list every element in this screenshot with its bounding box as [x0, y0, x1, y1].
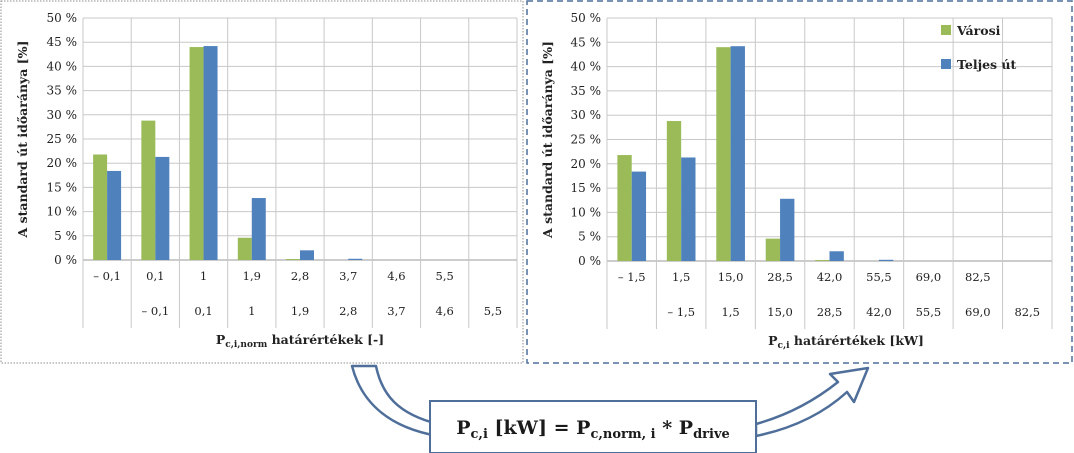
x-axis-title: Pc,i határértékek [kW]	[768, 333, 924, 351]
x-tick-label-bottom: 1,5	[721, 305, 739, 319]
x-tick-label-top: 0,1	[146, 269, 164, 283]
y-tick-label: 50 %	[47, 11, 78, 25]
x-tick-label-top: 2,8	[291, 269, 309, 283]
y-tick-label: 40 %	[571, 60, 602, 74]
formula-text: Pc,i [kW] = Pc,norm, i * Pdrive	[456, 417, 730, 442]
formula-box	[429, 400, 757, 453]
x-axis-title: Pc,i,norm határértékek [-]	[216, 332, 384, 350]
bar-series-2	[107, 170, 122, 260]
x-tick-label-top: 1,5	[672, 270, 690, 284]
x-tick-label-top: 1,9	[243, 269, 261, 283]
x-axis-title-sub: c,i	[777, 341, 790, 351]
x-tick-label-top: 4,6	[387, 269, 405, 283]
bar-series-1	[815, 260, 830, 261]
y-tick-label: 5 %	[578, 230, 601, 244]
x-tick-label-bottom: 2,8	[339, 304, 357, 318]
y-tick-label: 20 %	[571, 157, 602, 171]
y-tick-label: 5 %	[54, 229, 77, 243]
x-tick-label-top: 42,0	[817, 270, 843, 284]
y-tick-label: 0 %	[54, 253, 77, 267]
x-tick-label-bottom: 69,0	[965, 305, 991, 319]
y-tick-label: 30 %	[47, 108, 78, 122]
x-axis-title-rest: határértékek [-]	[267, 332, 384, 347]
bar-series-2	[730, 46, 745, 261]
x-tick-label-top: – 1,5	[618, 270, 646, 284]
x-tick-label-top: 69,0	[916, 270, 942, 284]
y-tick-label: 25 %	[571, 133, 602, 147]
bar-series-2	[829, 251, 844, 261]
x-tick-label-top: 15,0	[718, 270, 744, 284]
x-axis-title-sub: c,i,norm	[225, 340, 267, 350]
x-tick-label-bottom: 5,5	[484, 304, 502, 318]
y-tick-label: 10 %	[571, 205, 602, 219]
y-tick-label: 35 %	[571, 84, 602, 98]
bar-series-2	[348, 258, 363, 260]
y-tick-label: 50 %	[571, 11, 602, 25]
x-tick-label-bottom: 0,1	[194, 304, 212, 318]
y-tick-label: 15 %	[571, 181, 602, 195]
x-tick-label-bottom: 55,5	[916, 305, 942, 319]
bar-series-1	[189, 47, 204, 260]
x-tick-label-top: 82,5	[965, 270, 991, 284]
y-axis-title: A standard út időaránya [%]	[15, 41, 30, 239]
y-tick-label: 45 %	[571, 35, 602, 49]
x-tick-label-bottom: 1	[248, 304, 255, 318]
x-axis-title-rest: határértékek [kW]	[790, 333, 924, 348]
bar-series-2	[300, 250, 314, 260]
y-tick-label: 40 %	[47, 59, 78, 73]
y-tick-label: 15 %	[47, 180, 78, 194]
y-tick-label: 30 %	[571, 108, 602, 122]
curved-arrow-left	[350, 364, 440, 438]
bar-series-2	[631, 171, 647, 261]
x-tick-label-top: 3,7	[339, 269, 357, 283]
x-tick-label-bottom: 4,6	[436, 304, 454, 318]
bar-series-1	[286, 259, 300, 260]
x-axis-title-main: P	[216, 332, 226, 347]
x-tick-label-top: 5,5	[436, 269, 454, 283]
x-tick-label-top: 28,5	[767, 270, 793, 284]
x-axis-title-main: P	[768, 333, 778, 348]
bar-series-2	[203, 46, 218, 261]
x-tick-label-top: 1	[200, 269, 207, 283]
bar-series-1	[93, 154, 108, 260]
x-tick-label-bottom: 3,7	[387, 304, 405, 318]
x-tick-label-bottom: – 0,1	[141, 304, 169, 318]
bar-series-2	[878, 259, 894, 261]
bar-series-2	[780, 198, 795, 261]
right-panel-frame	[526, 0, 1073, 364]
legend-swatch-2	[941, 59, 951, 69]
bar-series-1	[141, 120, 156, 260]
bar-series-1	[237, 237, 252, 260]
x-tick-label-bottom: 42,0	[866, 305, 892, 319]
y-tick-label: 0 %	[578, 254, 601, 268]
x-tick-label-bottom: 1,9	[291, 304, 309, 318]
left-panel-frame	[0, 0, 524, 364]
y-tick-label: 45 %	[47, 35, 78, 49]
bar-series-2	[155, 156, 170, 260]
bar-series-2	[681, 157, 696, 261]
y-tick-label: 25 %	[47, 132, 78, 146]
legend-swatch-1	[941, 25, 951, 35]
bar-series-1	[765, 238, 781, 261]
bar-series-1	[617, 155, 632, 261]
x-tick-label-bottom: 28,5	[817, 305, 843, 319]
bar-series-2	[251, 198, 266, 260]
y-tick-label: 35 %	[47, 84, 78, 98]
legend-label-2: Teljes út	[957, 57, 1017, 72]
x-tick-label-top: – 0,1	[93, 269, 121, 283]
y-axis-title: A standard út időaránya [%]	[540, 41, 555, 239]
chart-normalized-power: 0 % 5 % 10 % 15 % 20 % 25 % 30 % 35 % 40 % 45 % 50…	[15, 11, 518, 350]
chart-power-kw: 0 % 5 % 10 % 15 % 20 % 25 % 30 % 35 % 40 % 45 % 50…	[540, 11, 1053, 351]
y-tick-label: 20 %	[47, 156, 78, 170]
bar-series-1	[716, 47, 731, 261]
legend-label-1: Városi	[956, 23, 1001, 38]
y-tick-label: 10 %	[47, 205, 78, 219]
curved-arrow-right	[754, 366, 870, 438]
x-tick-label-bottom: 15,0	[767, 305, 793, 319]
bar-series-1	[666, 121, 682, 261]
x-tick-label-bottom: 82,5	[1014, 305, 1040, 319]
x-tick-label-bottom: – 1,5	[667, 305, 695, 319]
x-tick-label-top: 55,5	[866, 270, 892, 284]
